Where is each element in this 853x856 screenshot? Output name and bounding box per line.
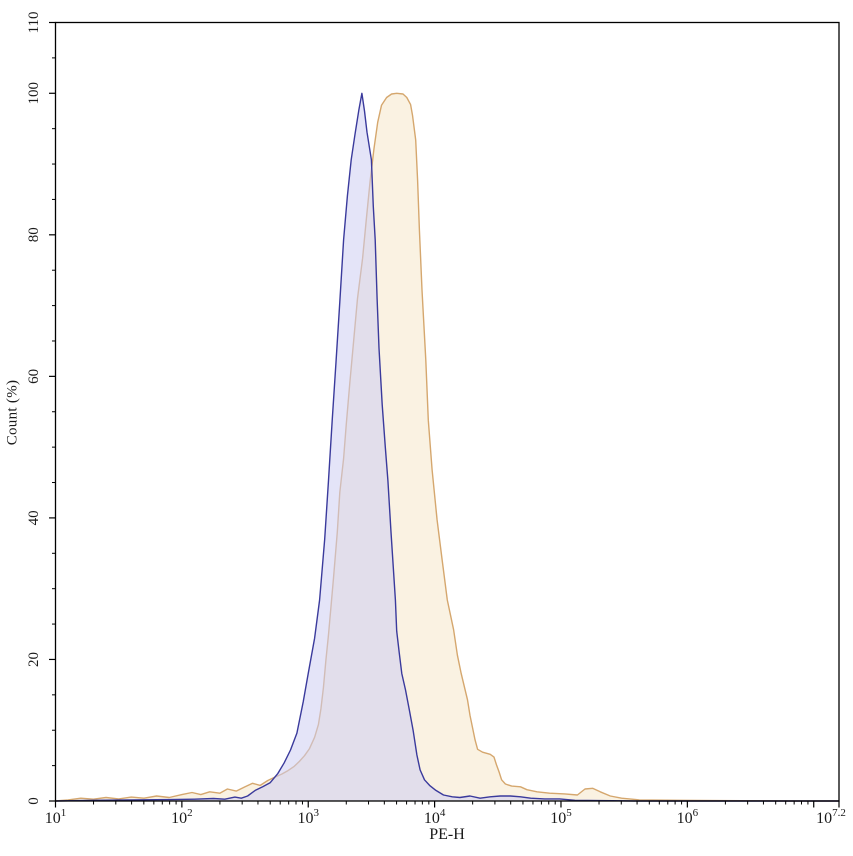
y-tick-label: 80 xyxy=(26,227,42,242)
orange-histogram-fill xyxy=(55,93,839,802)
x-tick-label: 104 xyxy=(424,807,446,827)
y-tick-label: 40 xyxy=(26,510,42,525)
x-tick-label: 106 xyxy=(677,807,699,827)
y-tick-label: 20 xyxy=(26,652,42,667)
y-tick-label: 110 xyxy=(26,12,42,34)
y-tick-label: 0 xyxy=(26,797,42,805)
x-tick-label: 105 xyxy=(550,807,572,827)
x-tick-label: 103 xyxy=(297,807,319,827)
x-tick-label: 101 xyxy=(45,807,67,827)
x-tick-label: 107.2 xyxy=(816,807,846,827)
orange-histogram-curve xyxy=(55,92,839,802)
y-tick-label: 100 xyxy=(26,82,42,105)
blue-histogram-curve xyxy=(55,92,839,802)
x-tick-label: 102 xyxy=(171,807,193,827)
y-tick-label: 60 xyxy=(26,369,42,384)
